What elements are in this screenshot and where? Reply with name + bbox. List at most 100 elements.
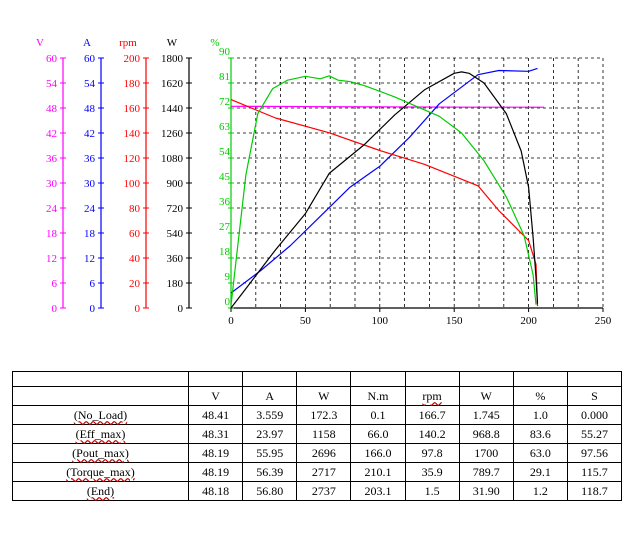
table-cell: 166.0 bbox=[350, 443, 406, 463]
table-cell: 35.9 bbox=[404, 462, 460, 482]
y-tick-label-A: 12 bbox=[84, 253, 95, 265]
table-cell: 140.2 bbox=[404, 424, 460, 444]
table-row: (Eff_max) 48.31 23.97 1158 66.0 140.2 96… bbox=[12, 424, 623, 444]
x-tick-label: 0 bbox=[228, 315, 234, 327]
table-cell: 55.95 bbox=[242, 443, 298, 463]
y-tick-label-W: 900 bbox=[167, 178, 184, 190]
table-cell: 1.5 bbox=[404, 481, 460, 501]
y-tick-label-V: 36 bbox=[46, 153, 58, 165]
y-tick-label-A: 6 bbox=[90, 278, 96, 290]
motor-performance-chart: V 0 6 12 18 24 30 36 42 48 54 60 A 0 6 12 18 24 30 36 42 48 54… bbox=[36, 37, 612, 327]
y-tick-label-rpm: 120 bbox=[124, 153, 141, 165]
y-tick-label-pct: 18 bbox=[219, 246, 231, 258]
table-cell: 115.7 bbox=[566, 462, 623, 482]
x-tick-label: 100 bbox=[372, 315, 389, 327]
table-row: (Pout_max) 48.19 55.95 2696 166.0 97.8 1… bbox=[12, 443, 623, 463]
y-tick-label-rpm: 40 bbox=[129, 253, 141, 265]
y-tick-label-W: 0 bbox=[178, 303, 184, 315]
y-tick-label-V: 54 bbox=[46, 78, 58, 90]
table-cell: 0.000 bbox=[566, 405, 623, 425]
y-tick-label-W: 360 bbox=[167, 253, 184, 265]
table-header-row: V A W N.m rpm W % S bbox=[12, 386, 623, 406]
row-label: (No_Load) bbox=[12, 405, 189, 425]
table-cell: 0.1 bbox=[350, 405, 406, 425]
table-cell: 1158 bbox=[296, 424, 352, 444]
y-tick-label-A: 24 bbox=[84, 203, 96, 215]
series bbox=[230, 67, 545, 309]
table-cell: 172.3 bbox=[296, 405, 352, 425]
table-header: W bbox=[296, 386, 352, 406]
y-tick-label-rpm: 80 bbox=[129, 203, 141, 215]
x-tick-label: 50 bbox=[300, 315, 312, 327]
y-tick-label-V: 24 bbox=[46, 203, 58, 215]
table-cell bbox=[566, 371, 623, 387]
y-tick-label-V: 30 bbox=[46, 178, 58, 190]
table-cell: 968.8 bbox=[458, 424, 514, 444]
series-line-V bbox=[230, 105, 545, 108]
table-header: N.m bbox=[350, 386, 406, 406]
y-tick-label-V: 12 bbox=[46, 253, 57, 265]
table-header: % bbox=[512, 386, 568, 406]
results-table: V A W N.m rpm W % S (No_Load) 48.41 3.55… bbox=[12, 371, 623, 501]
table-cell: 56.39 bbox=[242, 462, 298, 482]
table-cell: 1700 bbox=[458, 443, 514, 463]
table-cell: 55.27 bbox=[566, 424, 623, 444]
y-tick-label-pct: 27 bbox=[219, 221, 231, 233]
table-cell: 2737 bbox=[296, 481, 352, 501]
y-tick-label-rpm: 60 bbox=[129, 228, 141, 240]
y-tick-label-V: 6 bbox=[52, 278, 58, 290]
table-cell: 97.8 bbox=[404, 443, 460, 463]
y-tick-label-pct: 0 bbox=[225, 296, 231, 308]
table-header: S bbox=[566, 386, 623, 406]
x-tick-label: 250 bbox=[595, 315, 612, 327]
y-axis-title-A: A bbox=[83, 37, 91, 49]
series-line-A bbox=[230, 67, 538, 294]
y-tick-label-pct: 63 bbox=[219, 121, 231, 133]
table-cell bbox=[458, 371, 514, 387]
y-tick-label-pct: 9 bbox=[225, 271, 231, 283]
y-tick-label-W: 1260 bbox=[161, 128, 184, 140]
y-tick-label-rpm: 20 bbox=[129, 278, 141, 290]
y-axis-title-pct: % bbox=[210, 37, 219, 49]
y-tick-label-pct: 45 bbox=[219, 171, 231, 183]
x-axis: 0 50 100 150 200 250 bbox=[228, 308, 612, 327]
y-tick-label-rpm: 200 bbox=[124, 53, 141, 65]
y-tick-label-V: 42 bbox=[46, 128, 57, 140]
table-header: A bbox=[242, 386, 298, 406]
y-tick-label-A: 36 bbox=[84, 153, 96, 165]
y-tick-label-pct: 36 bbox=[219, 196, 231, 208]
y-tick-label-V: 18 bbox=[46, 228, 58, 240]
table-header: W bbox=[458, 386, 514, 406]
series-line-rpm bbox=[230, 99, 539, 307]
table-row: (Torque_max) 48.19 56.39 2717 210.1 35.9… bbox=[12, 462, 623, 482]
table-header-text: rpm bbox=[422, 388, 442, 403]
row-label: (Eff_max) bbox=[12, 424, 189, 444]
table-cell bbox=[404, 371, 460, 387]
table-cell: 48.19 bbox=[187, 462, 244, 482]
table-cell: 48.18 bbox=[187, 481, 244, 501]
table-cell: 166.7 bbox=[404, 405, 460, 425]
y-axis-title-V: V bbox=[36, 37, 44, 49]
row-label: (End) bbox=[12, 481, 189, 501]
row-label: (Pout_max) bbox=[12, 443, 189, 463]
series-line-W bbox=[230, 71, 539, 309]
y-tick-label-pct: 81 bbox=[219, 71, 230, 83]
table-cell: 210.1 bbox=[350, 462, 406, 482]
y-tick-label-A: 60 bbox=[84, 53, 96, 65]
row-label-text: (Torque_max) bbox=[66, 464, 135, 479]
table-header bbox=[12, 386, 189, 406]
x-tick-label: 150 bbox=[446, 315, 463, 327]
table-cell bbox=[296, 371, 352, 387]
series-line-pct bbox=[230, 75, 537, 306]
x-tick-label: 200 bbox=[520, 315, 537, 327]
table-cell: 29.1 bbox=[512, 462, 568, 482]
y-tick-label-rpm: 180 bbox=[124, 78, 141, 90]
table-spacer-row bbox=[12, 371, 623, 387]
row-label: (Torque_max) bbox=[12, 462, 189, 482]
y-tick-label-A: 30 bbox=[84, 178, 96, 190]
table-cell: 48.31 bbox=[187, 424, 244, 444]
table-cell bbox=[242, 371, 298, 387]
table-cell: 203.1 bbox=[350, 481, 406, 501]
table-cell: 56.80 bbox=[242, 481, 298, 501]
table-cell: 48.19 bbox=[187, 443, 244, 463]
